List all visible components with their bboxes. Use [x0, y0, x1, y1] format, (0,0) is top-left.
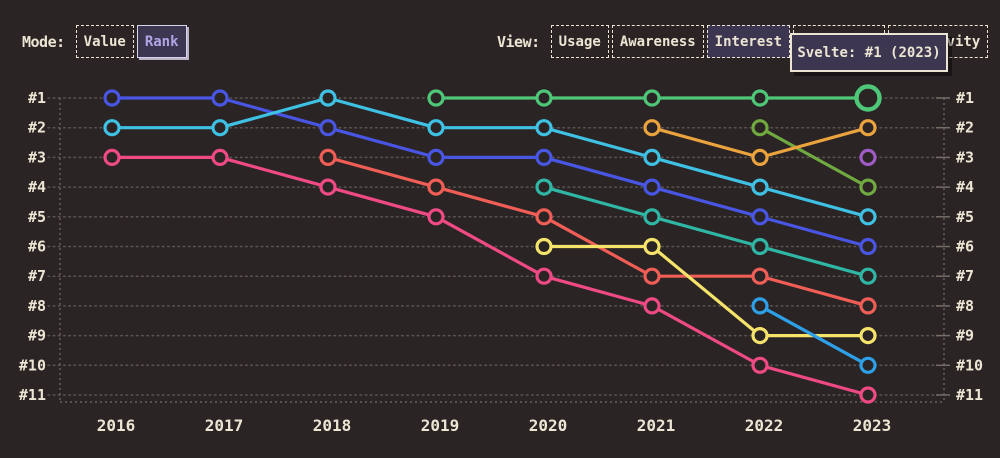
point-pink-2017[interactable]	[211, 148, 229, 166]
chart-tooltip: Svelte: #1 (2023)	[790, 33, 948, 72]
rank-label-left-6: #6	[28, 238, 46, 256]
rank-label-right-2: #2	[956, 119, 974, 137]
point-blue-2017[interactable]	[211, 89, 229, 107]
point-svelte-green-2023[interactable]	[854, 84, 882, 112]
view-option-interest[interactable]: Interest	[706, 25, 791, 58]
point-cyan-2017[interactable]	[211, 119, 229, 137]
line-pink	[110, 155, 870, 397]
point-teal-2022[interactable]	[751, 237, 769, 256]
point-svelte-green-2021[interactable]	[643, 89, 661, 107]
point-cyan-2023[interactable]	[859, 208, 877, 226]
view-option-usage[interactable]: Usage	[550, 25, 609, 58]
point-pink-2016[interactable]	[103, 148, 121, 166]
year-label-2017: 2017	[205, 416, 244, 435]
rank-label-right-5: #5	[956, 208, 974, 226]
line-olive	[758, 126, 870, 189]
rank-label-right-6: #6	[956, 238, 974, 256]
point-cyan-2018[interactable]	[319, 89, 337, 107]
rank-label-right-8: #8	[956, 297, 974, 315]
point-blue-2019[interactable]	[427, 148, 445, 166]
rank-label-left-8: #8	[28, 297, 46, 315]
view-label: View:	[497, 32, 540, 51]
point-red-2018[interactable]	[319, 148, 337, 166]
point-cyan-2019[interactable]	[427, 119, 445, 137]
rank-label-right-3: #3	[956, 148, 974, 166]
point-red-2022[interactable]	[751, 267, 769, 285]
point-pink-2023[interactable]	[859, 386, 877, 404]
point-olive-2022[interactable]	[751, 119, 769, 137]
year-label-2023: 2023	[853, 416, 892, 435]
year-label-2021: 2021	[637, 416, 676, 435]
rank-label-right-7: #7	[956, 267, 974, 285]
point-blue-2020[interactable]	[535, 148, 553, 166]
mode-option-value[interactable]: Value	[75, 25, 134, 58]
line-teal	[542, 185, 870, 278]
rank-label-left-2: #2	[28, 119, 46, 137]
point-teal-2020[interactable]	[535, 178, 553, 196]
point-orange-2022[interactable]	[751, 148, 769, 166]
point-olive-2023[interactable]	[859, 178, 877, 196]
point-teal-2023[interactable]	[859, 267, 877, 285]
point-sky-2022[interactable]	[751, 297, 769, 315]
point-sky-2023[interactable]	[859, 356, 877, 374]
rank-label-left-11: #11	[19, 386, 46, 404]
mode-toggle: Mode: Value Rank	[22, 25, 187, 58]
point-blue-2022[interactable]	[751, 208, 769, 226]
point-red-2020[interactable]	[535, 208, 553, 226]
rank-label-left-1: #1	[28, 89, 46, 107]
mode-option-rank[interactable]: Rank	[136, 25, 187, 58]
point-cyan-2021[interactable]	[643, 148, 661, 166]
line-cyan	[110, 96, 870, 219]
point-blue-2018[interactable]	[319, 119, 337, 137]
rank-label-left-5: #5	[28, 208, 46, 226]
point-blue-2021[interactable]	[643, 178, 661, 196]
line-red	[326, 155, 870, 308]
mode-label: Mode:	[22, 32, 65, 51]
rank-label-right-10: #10	[956, 356, 983, 374]
point-red-2021[interactable]	[643, 267, 661, 285]
rank-label-left-4: #4	[28, 178, 46, 196]
rank-label-left-9: #9	[28, 327, 46, 345]
point-svelte-green-2019[interactable]	[427, 89, 445, 107]
point-yellow-2020[interactable]	[535, 237, 553, 256]
point-cyan-2016[interactable]	[103, 119, 121, 137]
rank-label-left-3: #3	[28, 148, 46, 166]
line-blue	[110, 96, 870, 249]
rank-label-left-10: #10	[19, 356, 46, 374]
line-sky	[758, 304, 870, 367]
point-yellow-2021[interactable]	[643, 237, 661, 256]
view-option-awareness[interactable]: Awareness	[611, 25, 704, 58]
point-yellow-2022[interactable]	[751, 327, 769, 345]
point-orange-2023[interactable]	[859, 119, 877, 137]
point-svelte-green-2022[interactable]	[751, 89, 769, 107]
year-label-2018: 2018	[313, 416, 352, 435]
rank-label-right-11: #11	[956, 386, 983, 404]
point-teal-2021[interactable]	[643, 208, 661, 226]
point-pink-2022[interactable]	[751, 356, 769, 374]
year-label-2020: 2020	[529, 416, 568, 435]
year-label-2016: 2016	[97, 416, 136, 435]
point-cyan-2020[interactable]	[535, 119, 553, 137]
point-blue-2023[interactable]	[859, 237, 877, 256]
point-cyan-2022[interactable]	[751, 178, 769, 196]
rank-label-right-9: #9	[956, 327, 974, 345]
point-orange-2021[interactable]	[643, 119, 661, 137]
year-label-2022: 2022	[745, 416, 784, 435]
rank-label-right-1: #1	[956, 89, 974, 107]
point-svelte-green-2020[interactable]	[535, 89, 553, 107]
point-yellow-2023[interactable]	[859, 327, 877, 345]
point-pink-2019[interactable]	[427, 208, 445, 226]
point-pink-2018[interactable]	[319, 178, 337, 196]
point-purple-2023[interactable]	[859, 148, 877, 166]
point-blue-2016[interactable]	[103, 89, 121, 107]
point-red-2023[interactable]	[859, 297, 877, 315]
point-pink-2021[interactable]	[643, 297, 661, 315]
year-label-2019: 2019	[421, 416, 460, 435]
rank-label-left-7: #7	[28, 267, 46, 285]
point-pink-2020[interactable]	[535, 267, 553, 285]
tooltip-text: Svelte: #1 (2023)	[797, 44, 941, 61]
rank-label-right-4: #4	[956, 178, 974, 196]
point-red-2019[interactable]	[427, 178, 445, 196]
